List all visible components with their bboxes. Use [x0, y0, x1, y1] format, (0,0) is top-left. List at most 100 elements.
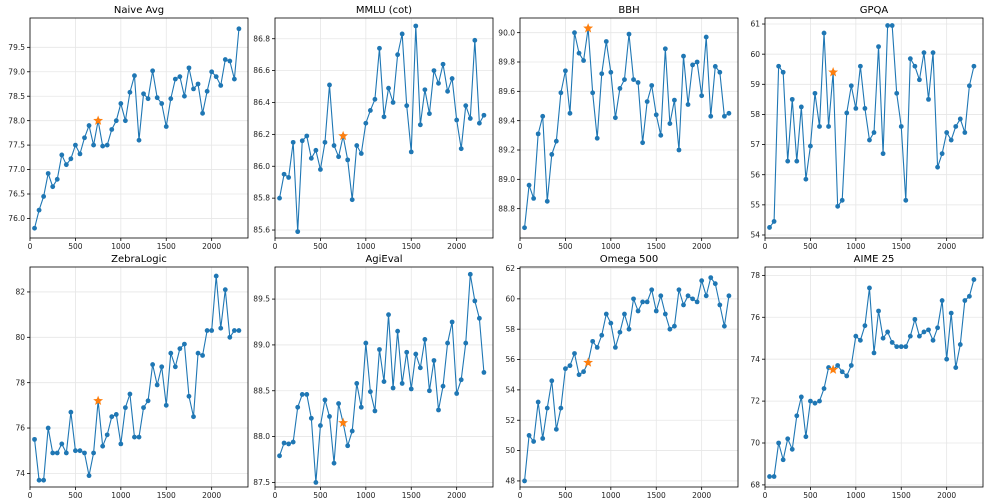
data-point	[876, 308, 881, 314]
x-tick-label: 1500	[892, 242, 911, 251]
data-point	[390, 100, 396, 105]
y-tick-label: 79.5	[8, 43, 25, 52]
plot-frame	[519, 17, 739, 239]
data-point	[204, 328, 210, 333]
x-tick-label: 0	[28, 491, 33, 500]
data-point	[73, 448, 78, 454]
y-tick-label: 82	[15, 288, 25, 297]
data-point	[948, 310, 954, 316]
data-point	[871, 130, 877, 135]
data-point	[45, 425, 51, 431]
data-point	[168, 96, 174, 102]
data-point	[227, 334, 233, 340]
data-point	[721, 323, 727, 329]
data-point	[231, 76, 237, 82]
data-point	[122, 405, 128, 411]
y-tick-label: 89.5	[253, 295, 270, 304]
data-point	[68, 156, 74, 162]
x-tick-label: 1500	[647, 242, 666, 251]
series-line	[278, 25, 485, 232]
data-point	[721, 113, 727, 119]
data-point	[127, 89, 133, 95]
data-point	[182, 93, 187, 99]
data-point	[599, 71, 605, 77]
data-point	[313, 147, 319, 153]
data-point	[449, 319, 455, 325]
y-tick-label: 77.0	[8, 165, 25, 174]
data-point	[295, 404, 301, 410]
data-point	[363, 120, 369, 126]
data-point	[59, 441, 65, 447]
data-point	[213, 74, 219, 80]
y-tick-label: 58	[750, 110, 760, 119]
data-point	[186, 393, 192, 399]
y-tick-label: 56	[505, 355, 515, 364]
data-point	[717, 69, 723, 75]
data-point	[377, 347, 382, 352]
data-point	[36, 477, 42, 483]
data-point	[209, 328, 215, 333]
data-point	[467, 271, 473, 277]
data-point	[141, 405, 146, 411]
y-tick-label: 89.8	[498, 58, 515, 67]
y-tick-label: 88.5	[253, 386, 270, 395]
data-point	[222, 57, 228, 62]
data-point	[608, 69, 614, 75]
y-tick-label: 86.0	[253, 162, 270, 171]
chart-bbh: BBH 0 500 1000 1500 2000 88.8 89.0 89.2 89.4 89.6 8…	[498, 5, 739, 251]
data-point	[354, 381, 360, 386]
data-point	[132, 73, 137, 79]
x-tick-label: 0	[518, 491, 523, 500]
data-point	[962, 298, 968, 303]
data-point	[771, 474, 777, 479]
data-point	[191, 414, 196, 420]
data-point	[68, 409, 74, 415]
data-point	[898, 124, 904, 129]
data-point	[867, 137, 872, 143]
data-point	[73, 142, 78, 148]
data-point	[776, 440, 782, 446]
data-point	[549, 378, 555, 384]
data-point	[454, 117, 460, 123]
data-point	[32, 225, 37, 231]
y-tick-label: 70	[750, 439, 760, 448]
data-point	[54, 450, 60, 456]
series-line	[34, 28, 240, 229]
data-point	[785, 436, 791, 442]
data-point	[672, 97, 677, 103]
data-point	[354, 143, 360, 148]
data-point	[476, 120, 482, 126]
data-point	[395, 328, 401, 334]
data-point	[726, 293, 732, 299]
data-point	[662, 311, 668, 317]
data-point	[209, 69, 215, 75]
plot-frame	[519, 266, 739, 488]
data-point	[77, 151, 83, 157]
data-point	[549, 152, 555, 157]
data-point	[336, 401, 341, 406]
y-tick-label: 54	[750, 231, 760, 240]
data-point	[912, 63, 918, 69]
y-tick-label: 57	[750, 140, 760, 149]
data-point	[481, 370, 487, 375]
chart-title: Omega 500	[600, 254, 659, 265]
series-line	[279, 274, 485, 483]
data-point	[644, 99, 650, 104]
data-point	[867, 285, 872, 291]
data-point	[898, 344, 904, 350]
data-point	[644, 299, 650, 305]
y-tick-label: 85.6	[253, 226, 270, 235]
y-tick-label: 76.5	[8, 190, 25, 199]
data-point	[631, 296, 636, 302]
y-tick-label: 52	[505, 416, 515, 425]
data-point	[422, 87, 428, 93]
data-point	[581, 369, 586, 375]
data-point	[408, 386, 414, 392]
data-point	[458, 146, 464, 152]
data-point	[381, 379, 387, 384]
data-point	[717, 302, 723, 308]
data-point	[191, 86, 196, 92]
data-point	[218, 325, 224, 331]
chart-naive-avg: Naive Avg 0 500 1000 1500 2000 76.0 76.5 77.0 77.…	[8, 5, 249, 251]
data-point	[195, 81, 201, 87]
